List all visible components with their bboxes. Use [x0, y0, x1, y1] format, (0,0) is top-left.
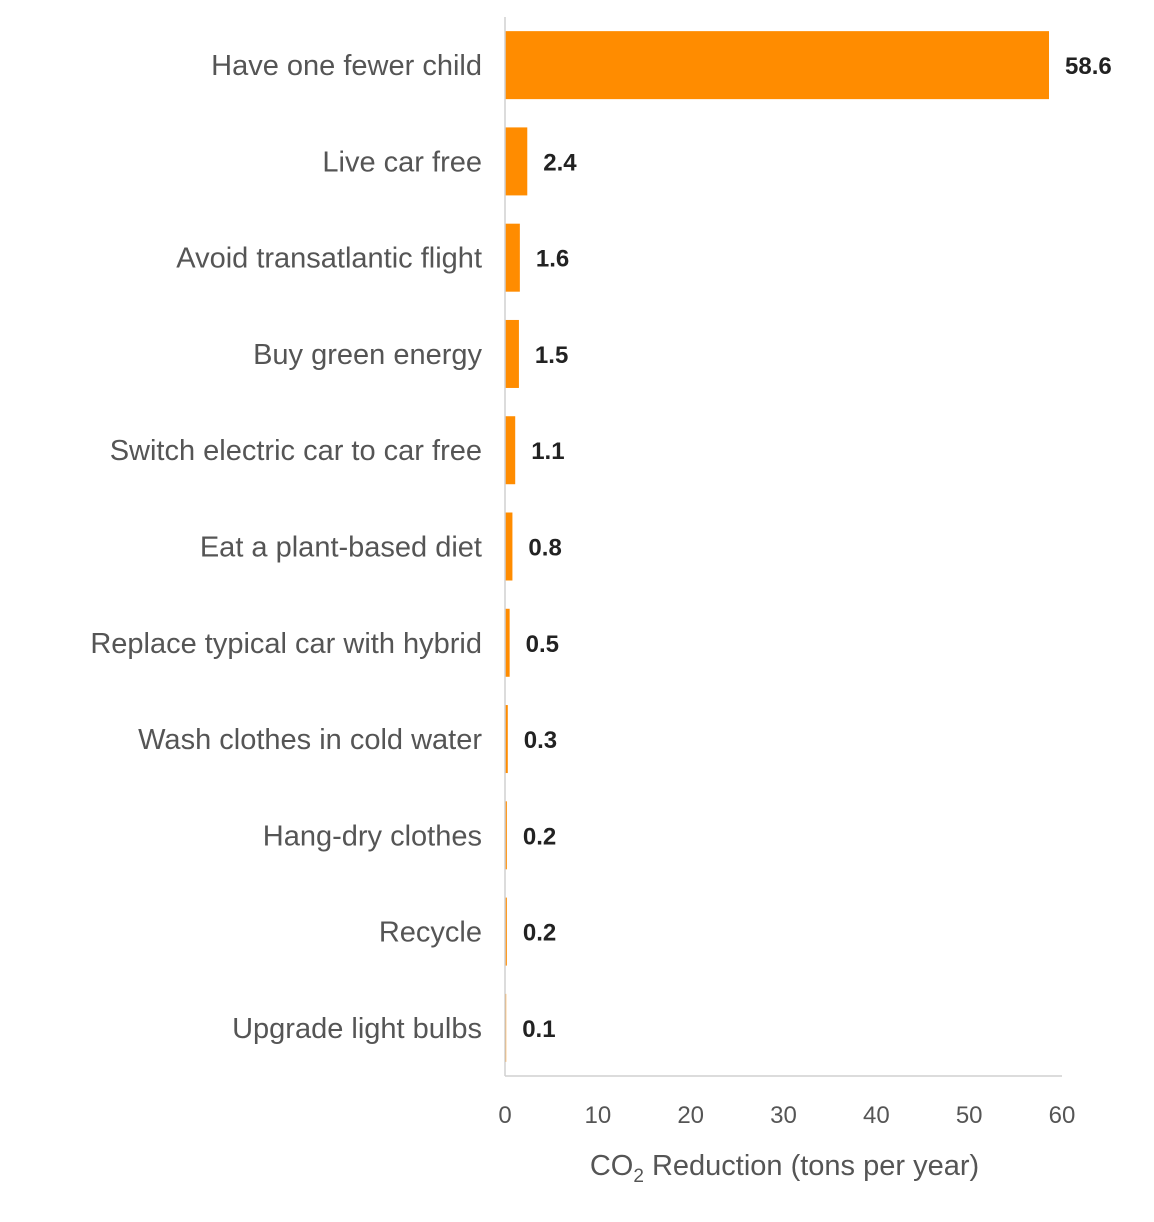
bars-group	[505, 31, 1050, 1062]
value-label-2: 1.6	[536, 246, 569, 273]
bar-4	[505, 416, 516, 485]
bar-3	[505, 319, 519, 388]
value-label-0: 58.6	[1065, 53, 1112, 80]
value-label-10: 0.1	[522, 1016, 555, 1043]
category-label-2: Avoid transatlantic flight	[176, 243, 482, 275]
x-tick-labels-group: 0 10 20 30 40 50 60	[498, 1102, 1075, 1129]
category-label-4: Switch electric car to car free	[110, 435, 482, 467]
value-label-8: 0.2	[523, 823, 556, 850]
value-label-4: 1.1	[531, 438, 564, 465]
value-label-1: 2.4	[543, 149, 577, 176]
x-tick-label-4: 40	[863, 1102, 890, 1129]
bar-1	[505, 127, 528, 196]
x-axis-title: CO2 Reduction (tons per year)	[590, 1150, 979, 1187]
category-label-7: Wash clothes in cold water	[138, 724, 482, 756]
value-label-3: 1.5	[535, 342, 568, 369]
bar-5	[505, 512, 513, 581]
bar-9	[505, 897, 507, 966]
category-label-10: Upgrade light bulbs	[232, 1013, 482, 1045]
value-label-9: 0.2	[523, 920, 556, 947]
category-label-6: Replace typical car with hybrid	[90, 628, 482, 660]
value-labels-group: 58.6 2.4 1.6 1.5 1.1 0.8 0.5 0.3 0.2 0.2 0.1	[522, 53, 1112, 1043]
value-label-5: 0.8	[528, 535, 561, 562]
bar-7	[505, 705, 508, 774]
value-label-6: 0.5	[526, 631, 559, 658]
x-tick-label-6: 60	[1049, 1102, 1076, 1129]
bar-0	[505, 31, 1050, 100]
x-axis-title-suffix: Reduction (tons per year)	[644, 1150, 979, 1182]
value-label-7: 0.3	[524, 727, 557, 754]
x-axis-title-prefix: CO	[590, 1150, 634, 1182]
bar-2	[505, 223, 520, 292]
category-label-9: Recycle	[379, 917, 482, 949]
x-tick-label-2: 20	[677, 1102, 704, 1129]
x-tick-label-1: 10	[584, 1102, 611, 1129]
bar-8	[505, 801, 507, 870]
category-label-8: Hang-dry clothes	[263, 820, 482, 852]
category-label-5: Eat a plant-based diet	[200, 532, 482, 564]
category-labels-group: Have one fewer child Live car free Avoid t…	[90, 50, 482, 1045]
category-label-1: Live car free	[322, 146, 482, 178]
x-axis-title-subscript: 2	[633, 1166, 644, 1187]
x-tick-label-0: 0	[498, 1102, 511, 1129]
bar-6	[505, 608, 510, 677]
x-tick-label-3: 30	[770, 1102, 797, 1129]
x-tick-label-5: 50	[956, 1102, 983, 1129]
category-label-0: Have one fewer child	[211, 50, 482, 82]
category-label-3: Buy green energy	[253, 339, 482, 371]
